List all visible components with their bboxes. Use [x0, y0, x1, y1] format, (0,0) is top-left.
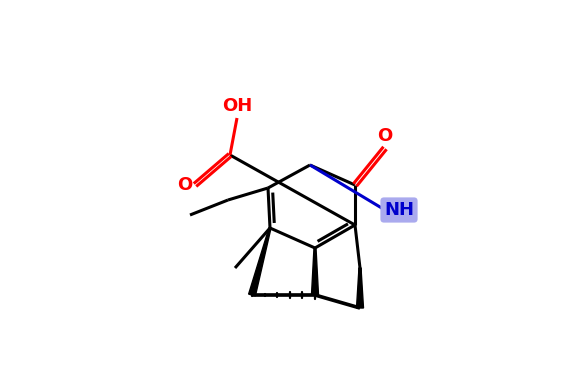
Polygon shape — [312, 248, 319, 295]
Polygon shape — [249, 228, 271, 296]
Text: OH: OH — [222, 97, 252, 115]
Text: NH: NH — [384, 201, 414, 219]
Text: O: O — [177, 176, 192, 194]
FancyBboxPatch shape — [386, 201, 412, 219]
FancyBboxPatch shape — [178, 177, 192, 193]
FancyBboxPatch shape — [378, 128, 392, 144]
FancyBboxPatch shape — [224, 98, 250, 114]
Text: O: O — [377, 127, 393, 145]
Polygon shape — [357, 268, 363, 308]
